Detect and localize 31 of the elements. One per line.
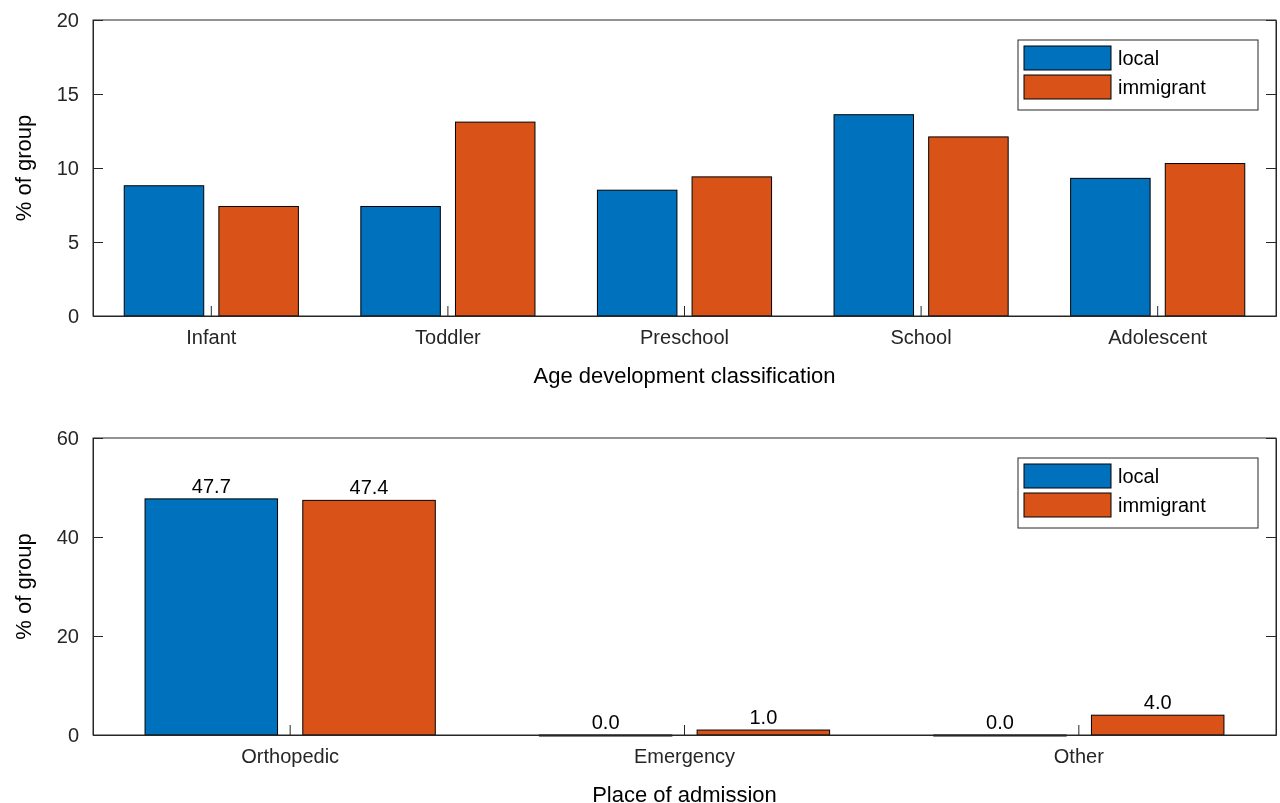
y-axis-title: % of group [11,114,36,222]
x-tick-label: School [890,326,952,349]
legend-label: local [1118,465,1160,487]
x-tick-label: Toddler [415,326,482,349]
x-tick-label: Infant [186,326,237,349]
y-tick-label: 20 [56,8,79,31]
x-axis-title: Place of admission [592,782,777,803]
y-tick-label: 0 [67,304,79,327]
y-tick-label: 5 [67,230,79,253]
y-tick-label: 40 [56,525,79,548]
data-label: 0.0 [591,711,620,733]
y-tick-label: 20 [56,624,79,647]
legend-label: immigrant [1118,494,1207,516]
y-tick-label: 60 [56,426,79,449]
x-axis-title: Age development classification [533,363,836,388]
y-tick-label: 15 [56,82,79,105]
data-label: 47.4 [349,476,389,499]
data-label: 0.0 [986,711,1014,733]
data-label: 1.0 [749,706,778,729]
data-label: 4.0 [1143,691,1172,714]
x-tick-label: Adolescent [1108,326,1208,349]
x-tick-label: Preschool [640,326,729,349]
y-tick-label: 10 [56,156,79,179]
x-tick-label: Orthopedic [241,745,340,768]
x-tick-label: Other [1053,745,1105,768]
x-tick-label: Emergency [633,745,736,768]
legend-label: immigrant [1118,76,1207,98]
data-label: 47.7 [191,474,231,497]
legend-label: local [1118,47,1160,69]
y-tick-label: 0 [67,723,79,746]
y-axis-title: % of group [11,533,36,640]
